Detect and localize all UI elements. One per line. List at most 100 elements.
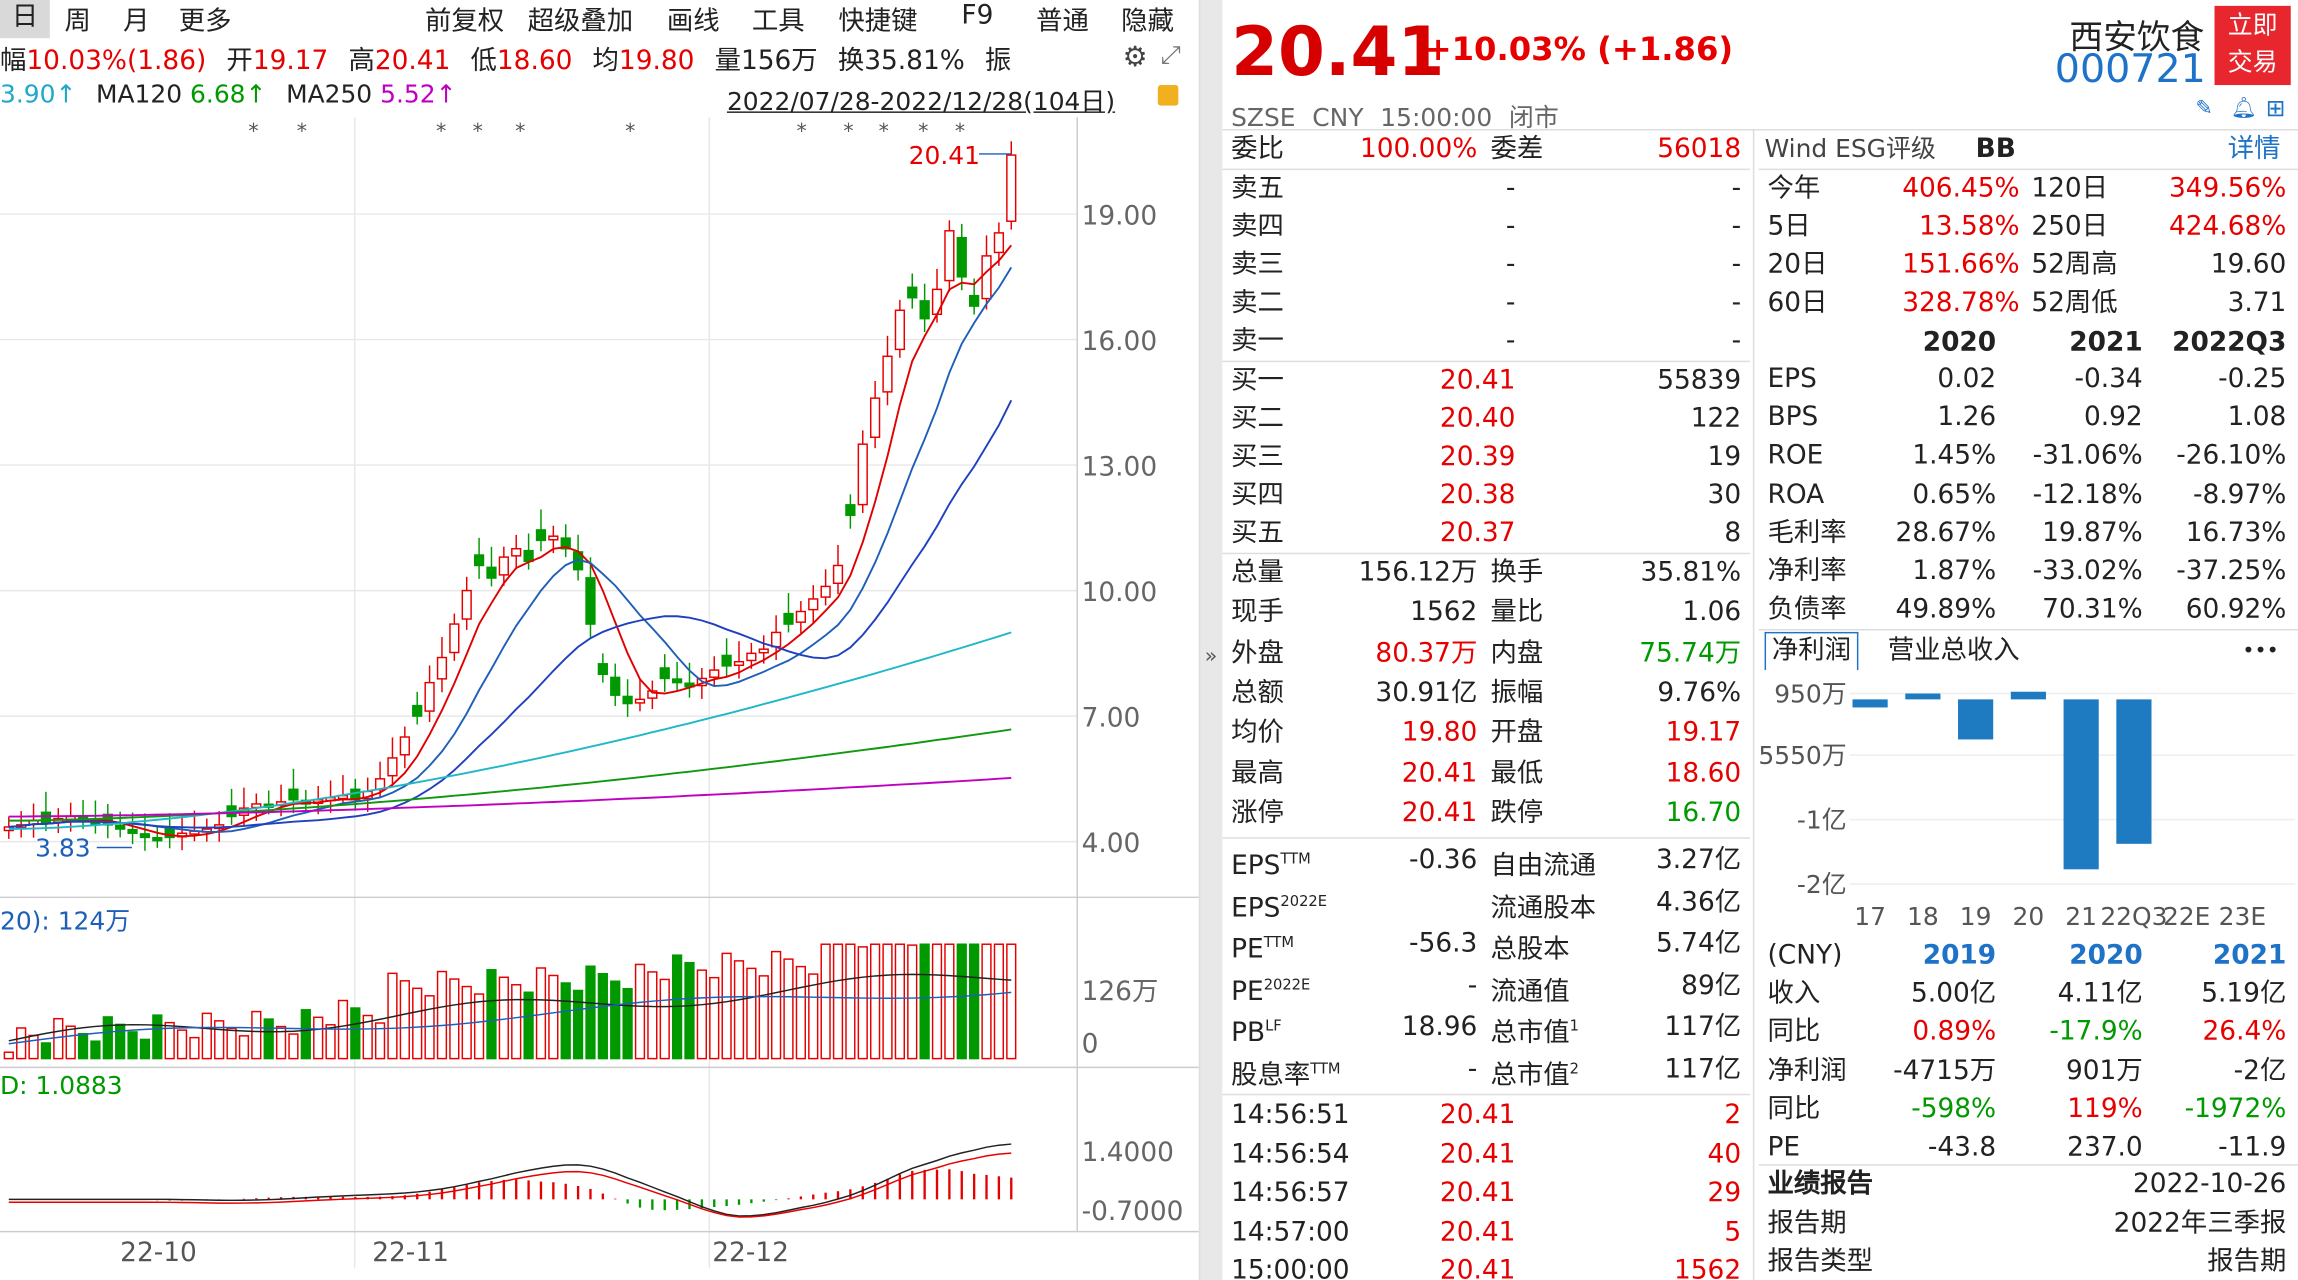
- candle-body: [288, 788, 299, 801]
- rev-year-header: 2019: [1922, 939, 1997, 971]
- volume-bar: [969, 943, 980, 1060]
- trade-now-button[interactable]: 立即 交易: [2214, 5, 2291, 86]
- profit-x-tick: 23E: [2219, 902, 2266, 931]
- rev-value: 5.19亿: [2201, 977, 2287, 1009]
- stat-label: 振幅: [1490, 677, 1544, 709]
- event-star-icon[interactable]: *: [955, 119, 965, 143]
- event-star-icon[interactable]: *: [248, 119, 258, 143]
- tick-price: 20.41: [1439, 1099, 1516, 1131]
- tick-price: 20.41: [1439, 1255, 1516, 1280]
- candle-body: [746, 652, 757, 662]
- volume-bar: [721, 952, 732, 1060]
- fund-label: 总股本: [1491, 925, 1570, 965]
- add-watchlist-icon[interactable]: ⊞: [2265, 93, 2286, 122]
- settings-icon[interactable]: ⚙: [1122, 41, 1148, 74]
- ma120-value: 6.68↑: [190, 80, 267, 110]
- volume-bar: [238, 1035, 250, 1060]
- tick-time: 14:56:54: [1231, 1138, 1350, 1170]
- event-star-icon[interactable]: *: [879, 119, 889, 143]
- trade-button-line2: 交易: [2227, 48, 2278, 78]
- candle-body: [498, 556, 509, 576]
- candle-body: [857, 443, 868, 506]
- volume-bar: [572, 989, 584, 1060]
- tools-button[interactable]: 工具: [751, 5, 805, 37]
- more-periods-menu[interactable]: 更多: [178, 5, 232, 37]
- lock-icon[interactable]: [1157, 85, 1179, 106]
- ma60-line: [8, 631, 1012, 830]
- panel-splitter[interactable]: »: [1198, 0, 1223, 1280]
- event-star-icon[interactable]: *: [843, 119, 853, 143]
- fund-label: 流通值: [1491, 967, 1570, 1007]
- period-week-tab[interactable]: 周: [64, 5, 91, 37]
- kline-chart[interactable]: * * * * * * * * * * * 19.00 16.00 13.00 10.00 7.00 4.00…: [0, 0, 1199, 1280]
- fund-value: 89亿: [1681, 969, 1742, 1001]
- event-star-icon[interactable]: *: [297, 119, 307, 143]
- sell-level-label: 卖二: [1231, 287, 1284, 319]
- date-range-selector[interactable]: 2022/07/28-2022/12/28(104日): [726, 87, 1116, 118]
- volume-bar: [634, 963, 646, 1060]
- edit-icon[interactable]: ✎: [2195, 96, 2213, 121]
- rev-value: -4715万: [1893, 1055, 1997, 1086]
- draw-button[interactable]: 画线: [666, 5, 720, 37]
- event-star-icon[interactable]: *: [797, 119, 807, 143]
- esg-detail-link[interactable]: 详情: [2227, 133, 2281, 165]
- fin-value: 0.02: [1937, 363, 1997, 395]
- expand-icon[interactable]: ⤢: [1160, 41, 1181, 71]
- candle-body: [40, 811, 52, 824]
- event-star-icon[interactable]: *: [515, 119, 525, 143]
- rev-year-header: 2020: [2069, 939, 2143, 971]
- vol-value: 156万: [740, 45, 818, 77]
- sell-level-price: -: [1505, 211, 1516, 242]
- more-options-icon[interactable]: •••: [2242, 639, 2279, 663]
- volume-bar: [412, 987, 423, 1060]
- fin-label: ROE: [1767, 440, 1824, 472]
- fund-label: 自由流通: [1491, 842, 1597, 881]
- alert-icon[interactable]: 🔔︎: [2230, 96, 2257, 121]
- event-star-icon[interactable]: *: [436, 119, 446, 143]
- volume-bar: [659, 978, 670, 1060]
- profit-y-tick: -1亿: [1797, 805, 1847, 834]
- volume-bar: [696, 969, 707, 1060]
- report-date: 2022-10-26: [2133, 1168, 2287, 1200]
- fund-label-sup: 2: [1569, 1060, 1580, 1077]
- perf-value: 406.45%: [1902, 173, 2020, 204]
- period-month-tab[interactable]: 月: [123, 5, 150, 37]
- volume-bar: [783, 958, 794, 1060]
- weicha-value: 56018: [1657, 133, 1742, 165]
- f9-button[interactable]: F9: [961, 0, 994, 31]
- candle-body: [597, 663, 608, 675]
- rev-year-header: 2021: [2212, 939, 2287, 971]
- overlay-button[interactable]: 超级叠加: [527, 5, 634, 37]
- candle-body: [832, 564, 844, 584]
- collapse-arrow-icon[interactable]: »: [1204, 645, 1218, 669]
- perf-value: 19.60: [2210, 249, 2287, 281]
- profit-y-tick: 950万: [1774, 679, 1846, 708]
- fin-value: -0.25: [2218, 363, 2287, 395]
- stat-label: 量比: [1490, 597, 1544, 628]
- rev-value: 5.00亿: [1911, 977, 1997, 1009]
- perf-label: 52周低: [2031, 287, 2118, 319]
- sell-level-volume: -: [1731, 287, 1742, 319]
- fund-label: PETTM: [1231, 925, 1294, 965]
- volume-bar: [90, 1040, 101, 1060]
- volume-bar: [498, 976, 509, 1060]
- shortcut-button[interactable]: 快捷键: [838, 5, 918, 37]
- period-day-tab[interactable]: 日: [0, 0, 50, 39]
- event-star-icon[interactable]: *: [918, 119, 928, 143]
- profit-x-tick: 18: [1907, 902, 1939, 931]
- hide-button[interactable]: 隐藏: [1121, 5, 1174, 37]
- event-star-icon[interactable]: *: [473, 119, 483, 143]
- tab-net-profit[interactable]: 净利润: [1764, 631, 1859, 671]
- event-star-icon[interactable]: *: [625, 119, 635, 143]
- volume-bar: [40, 1042, 52, 1060]
- weibi-value: 100.00%: [1359, 133, 1478, 165]
- rev-value: 4.11亿: [2057, 977, 2143, 1009]
- report-type-value: 报告期: [2207, 1246, 2287, 1278]
- low-label: 低: [470, 45, 497, 77]
- volume-bar: [288, 1033, 299, 1060]
- chart-grid: [0, 117, 1199, 1269]
- adjust-forward-button[interactable]: 前复权: [425, 5, 505, 37]
- tab-revenue[interactable]: 营业总收入: [1887, 634, 2020, 666]
- normal-mode-button[interactable]: 普通: [1036, 5, 1089, 37]
- fin-value: 70.31%: [2042, 594, 2143, 625]
